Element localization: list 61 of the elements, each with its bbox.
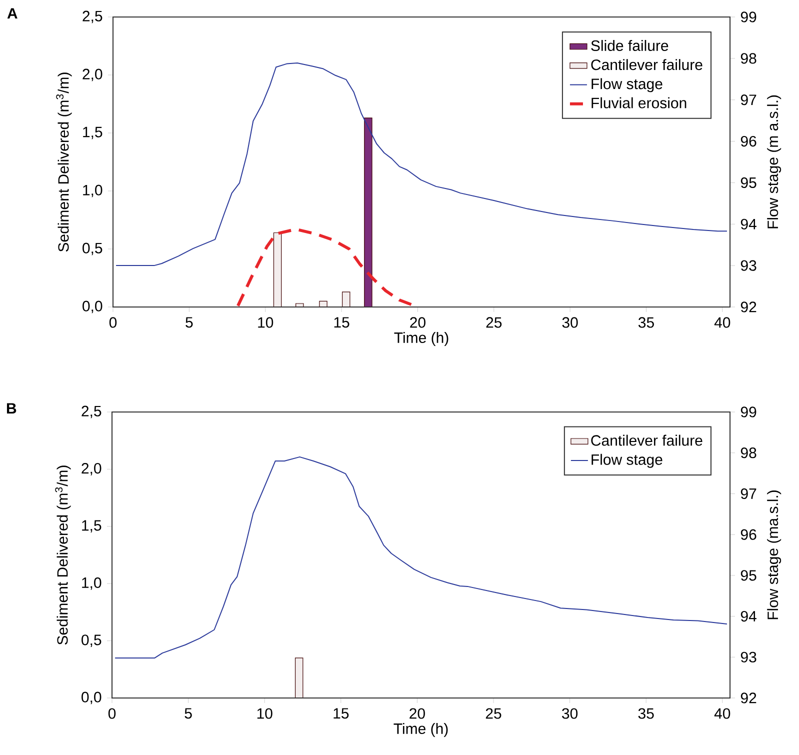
y-axis-title: Sediment Delivered (m$^{3}$/m) <box>55 466 71 645</box>
y2-tick-label: 96 <box>740 529 756 540</box>
y-tick-label: 1,0 <box>83 184 102 198</box>
x-tick-label: 40 <box>714 317 730 328</box>
x-axis-title: Time (h) <box>394 722 448 737</box>
y2-tick-label: 95 <box>740 177 756 188</box>
chart-title: A <box>7 8 18 19</box>
y2-tick-label: 92 <box>740 692 756 704</box>
y2-tick-label: 93 <box>740 260 756 271</box>
x-tick-label: 40 <box>714 708 730 719</box>
legend-label: Flow stage <box>592 454 662 468</box>
y-tick-label: 0,5 <box>82 242 102 256</box>
y2-tick-label: 93 <box>740 652 756 662</box>
x-tick-label: 5 <box>186 317 193 328</box>
x-tick-label: 10 <box>258 317 274 328</box>
x-tick-label: 30 <box>562 708 578 719</box>
y-tick-label: 2,0 <box>82 462 102 476</box>
y-tick-label: 2,5 <box>82 10 102 24</box>
x-tick-label: 30 <box>562 317 578 328</box>
x-tick-label: 35 <box>638 708 654 719</box>
y2-tick-label: 94 <box>740 218 756 230</box>
y2-tick-label: 97 <box>740 488 756 500</box>
legend-label: Cantilever failure <box>591 434 702 446</box>
legend-label: Cantilever failure <box>591 59 702 70</box>
y2-tick-label: 95 <box>740 570 756 581</box>
bar <box>273 232 282 307</box>
x-axis-title: Time (h) <box>394 332 448 346</box>
y2-tick-label: 99 <box>740 406 756 418</box>
chart-title: B <box>6 403 16 414</box>
x-tick-label: 5 <box>184 708 192 719</box>
y2-axis-title: Flow stage (ma.s.l.) <box>767 490 782 620</box>
x-tick-label: 15 <box>334 708 349 719</box>
y-tick-label: 2,5 <box>82 406 102 418</box>
x-tick-label: 10 <box>257 708 272 719</box>
x-tick-label: 25 <box>486 708 502 719</box>
y-tick-label: 0,0 <box>82 300 102 314</box>
y-tick-label: 1,5 <box>82 520 102 533</box>
y2-tick-label: 99 <box>740 12 756 22</box>
x-tick-label: 20 <box>410 317 426 328</box>
legend-label: Flow stage <box>592 78 662 92</box>
x-tick-label: 35 <box>638 317 654 328</box>
y-axis-title: Sediment Delivered (m$^{3}$/m) <box>56 72 72 252</box>
y-tick-label: 0,5 <box>82 634 102 647</box>
x-tick-label: 0 <box>108 708 116 719</box>
y-tick-label: 1,0 <box>82 577 102 590</box>
y-tick-label: 2,0 <box>82 68 102 82</box>
x-tick-label: 20 <box>410 708 425 719</box>
legend-label: Fluvial erosion <box>592 97 686 108</box>
y2-axis-title: Flow stage (m a.s.l.) <box>767 95 782 228</box>
y2-tick-label: 92 <box>740 302 756 312</box>
x-tick-label: 15 <box>334 317 350 328</box>
y2-tick-label: 97 <box>740 94 756 106</box>
y2-tick-label: 94 <box>740 610 756 622</box>
y-tick-label: 0,0 <box>82 692 102 704</box>
y2-tick-label: 98 <box>740 53 756 64</box>
legend-label: Slide failure <box>591 40 668 51</box>
y-tick-label: 1,5 <box>83 126 102 140</box>
y2-tick-label: 98 <box>740 448 756 458</box>
x-tick-label: 25 <box>486 317 502 328</box>
x-tick-label: 0 <box>109 317 117 328</box>
y2-tick-label: 96 <box>740 136 756 147</box>
